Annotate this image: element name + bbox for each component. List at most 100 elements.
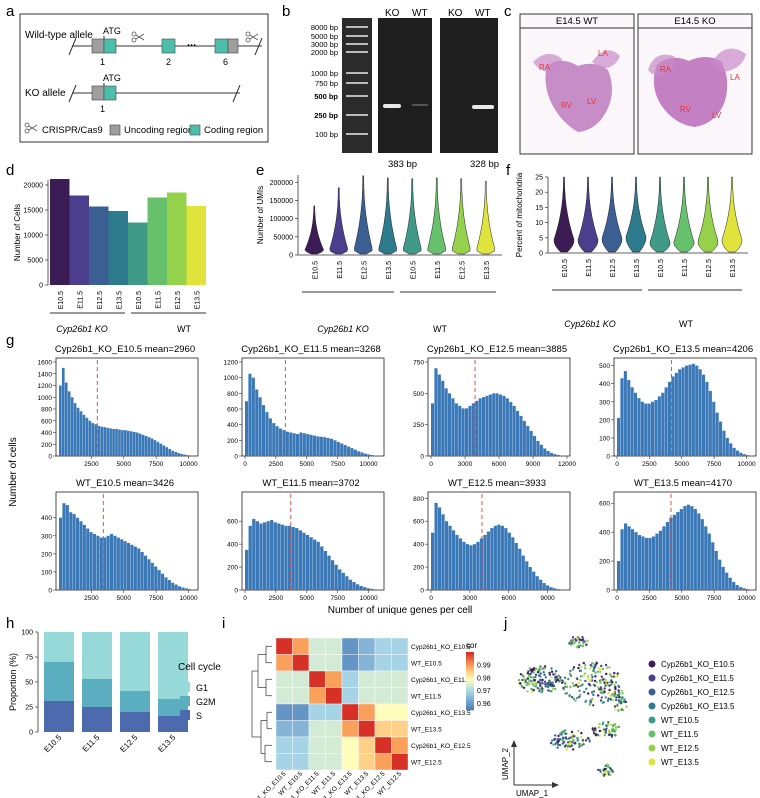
x-tick-label: E10.5 (312, 261, 319, 279)
histogram-bar (99, 537, 103, 590)
histogram-bar (482, 397, 486, 456)
histogram-bar (298, 530, 302, 590)
histogram-bar (65, 505, 69, 590)
histogram-bar (483, 534, 487, 590)
histogram-bar (651, 401, 655, 456)
histogram-bar (698, 369, 702, 456)
ladder-label: 1000 bp (311, 69, 338, 78)
histogram-bar (127, 543, 131, 590)
umap-point (543, 673, 546, 676)
umap-point (582, 743, 585, 746)
umap-point (601, 689, 604, 692)
histogram-5: WT_E11.5 mean=3702 0 200 400 600 0 2500 5000 750… (227, 478, 385, 602)
umap-point (614, 734, 617, 737)
histogram-bar (690, 506, 694, 590)
bar-E10.5 (50, 179, 70, 285)
umap-legend-dot (648, 674, 656, 682)
histogram-bar (132, 431, 136, 456)
histogram-bar (70, 397, 74, 456)
y-tick-label: 200000 (270, 180, 293, 187)
histogram-bar (641, 536, 645, 590)
heatmap-row-label: Cyp26b1_KO_E12.5 (411, 743, 471, 750)
legend-crispr-label: CRISPR/Cas9 (42, 125, 103, 136)
wt-allele-label: Wild-type allele (25, 30, 93, 41)
histogram-bar (366, 588, 370, 590)
histogram-bar (711, 542, 715, 590)
x-tick-label: 12000 (558, 461, 576, 468)
y-tick-label: 100 (21, 630, 33, 637)
umap-point (522, 686, 526, 689)
stack-S-E11.5 (82, 707, 112, 732)
histogram-bar (535, 576, 539, 590)
umap-point (589, 679, 592, 683)
umap-point (593, 679, 597, 683)
umap-point (573, 735, 576, 738)
umap-point (570, 642, 573, 645)
wt-exon6-uncoding (227, 38, 239, 54)
umap-point (539, 678, 543, 681)
umap-point (576, 736, 579, 740)
histogram-2: Cyp26b1_KO_E12.5 mean=3885 0 250 500 750 0 300… (413, 344, 576, 468)
y-tick-label: 200 (41, 442, 52, 449)
umap-point (574, 699, 577, 702)
y-tick-label: 600 (227, 519, 238, 526)
histogram-bar (732, 447, 736, 456)
umap-point (579, 669, 583, 672)
histogram-bar (82, 524, 86, 590)
y-tick-label: 1400 (38, 371, 53, 378)
umap-point (585, 687, 588, 690)
histogram-bar (309, 537, 313, 590)
heatmap-cell (325, 687, 343, 705)
colorbar-segment (466, 702, 474, 705)
umap-point (617, 691, 621, 694)
y-tick-label: 400 (413, 542, 424, 549)
umap-point (593, 666, 596, 669)
histogram-bar (291, 526, 295, 590)
histogram-bar (461, 408, 465, 456)
ko-atg-label: ATG (103, 73, 121, 83)
x-tick-label: 5000 (675, 595, 690, 602)
histogram-bar (648, 537, 652, 590)
heatmap-cell (325, 736, 343, 754)
y-tick-label: 200 (41, 551, 52, 558)
histogram-bar (553, 588, 557, 590)
histogram-bar (493, 525, 497, 590)
histogram-bar (370, 588, 374, 590)
umap-point (604, 678, 607, 681)
histogram-bar (85, 417, 89, 456)
heatmap-cell (374, 654, 392, 672)
heatmap-cell (374, 753, 392, 771)
umap-point (539, 684, 542, 687)
x-tick-label: 2500 (269, 595, 284, 602)
umap-point (577, 729, 580, 733)
umap-point (543, 667, 546, 670)
y-tick-label: 5 (539, 235, 543, 242)
heatmap-legend-title: cor (466, 641, 477, 650)
legend-label-G1: G1 (196, 683, 208, 693)
histogram-bar (514, 543, 518, 590)
ladder-band (346, 133, 368, 135)
histogram-bar (504, 528, 508, 590)
histogram-bar (640, 401, 644, 456)
histogram-title: WT_E11.5 mean=3702 (262, 478, 359, 489)
umap-legend-label: WT_E10.5 (661, 716, 699, 725)
y-tick-label: 250 (413, 422, 424, 429)
histogram-bar (627, 526, 631, 590)
x-tick-label: E13.5 (386, 261, 393, 279)
histogram-bar (265, 412, 269, 456)
x-tick-label: E10.5 (58, 291, 65, 309)
umap-point (606, 772, 609, 776)
umap-point (542, 671, 545, 674)
umap-point (550, 670, 554, 673)
histogram-bar (434, 368, 438, 456)
histogram-bar (129, 431, 133, 456)
heatmap-row-label: Cyp26b1_KO_E13.5 (411, 710, 471, 717)
umap-point (594, 671, 597, 674)
y-tick-label: 300 (41, 533, 52, 540)
histogram-bar (266, 521, 270, 590)
umap-point (579, 679, 582, 682)
umap-point (612, 727, 615, 730)
umap-point (597, 694, 600, 697)
umap-point (616, 674, 619, 678)
umap-point (519, 673, 523, 676)
